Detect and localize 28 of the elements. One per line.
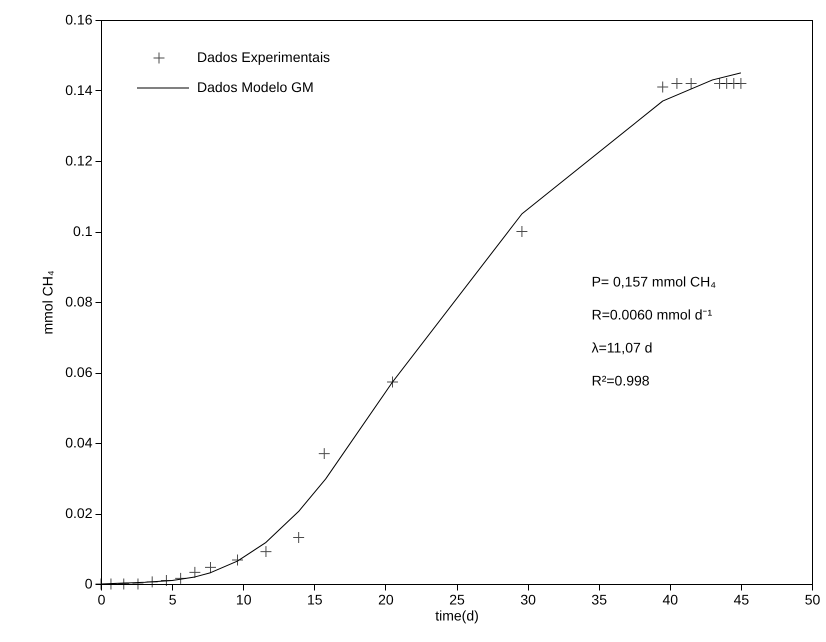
x-tick-label: 45 xyxy=(734,592,750,608)
y-tick-label: 0.14 xyxy=(65,82,93,98)
legend-label: Dados Experimentais xyxy=(197,49,330,65)
x-tick-label: 20 xyxy=(378,592,394,608)
x-tick-label: 30 xyxy=(520,592,536,608)
y-tick-label: 0.02 xyxy=(65,505,93,521)
x-tick-label: 35 xyxy=(591,592,608,608)
x-tick-label: 15 xyxy=(307,592,323,608)
x-tick-label: 10 xyxy=(236,592,252,608)
x-tick-label: 25 xyxy=(449,592,465,608)
y-tick-label: 0.12 xyxy=(65,152,93,168)
x-tick-label: 0 xyxy=(98,592,106,608)
x-tick-label: 5 xyxy=(168,592,177,608)
y-tick-label: 0 xyxy=(84,576,93,592)
y-tick-label: 0.1 xyxy=(73,223,93,239)
legend-label: Dados Modelo GM xyxy=(197,79,314,95)
annotation: R=0.0060 mmol d⁻¹ xyxy=(592,306,712,322)
x-tick-label: 50 xyxy=(804,592,820,608)
y-tick-label: 0.04 xyxy=(65,434,93,450)
y-tick-label: 0.08 xyxy=(65,294,93,310)
annotation: R²=0.998 xyxy=(592,372,650,388)
y-tick-label: 0.06 xyxy=(65,364,93,380)
y-tick-label: 0.16 xyxy=(65,12,93,28)
x-axis-title: time(d) xyxy=(435,608,479,624)
y-axis-title: mmol CH₄ xyxy=(39,270,56,335)
annotation: P= 0,157 mmol CH₄ xyxy=(592,273,716,290)
annotation: λ=11,07 d xyxy=(592,339,652,356)
x-tick-label: 40 xyxy=(662,592,678,608)
